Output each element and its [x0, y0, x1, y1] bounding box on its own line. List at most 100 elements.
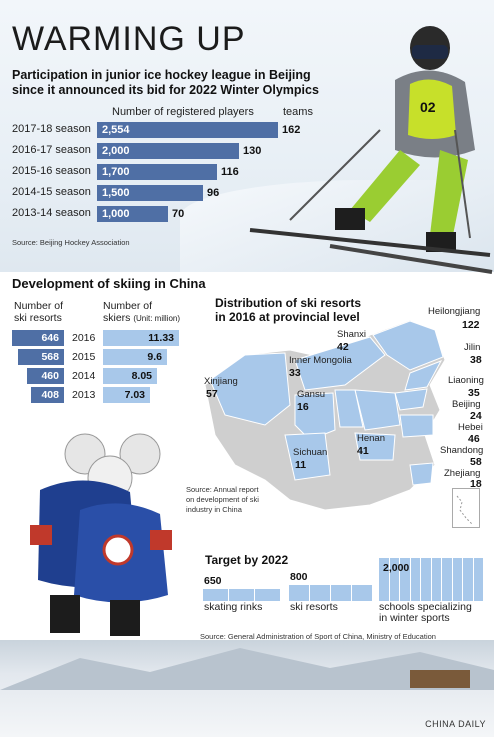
season-label: 2014-15 season [12, 186, 91, 198]
region-henan [354, 432, 396, 461]
target-grid-cell [452, 558, 463, 601]
resorts-bar: 460 [27, 368, 64, 384]
region-jilin [404, 360, 443, 391]
teams-value: 162 [282, 124, 301, 136]
target-grid-cell [203, 589, 229, 601]
season-label: 2013-14 season [12, 207, 91, 219]
province-value-liaoning: 35 [468, 387, 480, 399]
resorts-bar: 646 [12, 330, 64, 346]
target-grid-cell [473, 558, 484, 601]
map-title-line2: in 2016 at provincial level [215, 310, 360, 324]
province-value-beijing: 24 [470, 410, 482, 422]
target-grid-cell [352, 585, 373, 601]
province-name-henan: Henan [357, 433, 385, 444]
jersey-logo [102, 534, 134, 566]
teams-value: 116 [221, 166, 239, 178]
skiers-bar: 8.05 [103, 368, 157, 384]
pants-2 [110, 600, 140, 636]
region-shandong [399, 414, 434, 438]
mountain-silhouette [0, 648, 494, 690]
target-resorts-label: ski resorts [290, 601, 338, 613]
skiers-bar: 7.03 [103, 387, 150, 403]
year-label: 2016 [72, 332, 96, 344]
skiing-source-line1: Source: Annual report [186, 485, 259, 494]
province-name-xinjiang: Xinjiang [204, 376, 238, 387]
skiing-section-title: Development of skiing in China [12, 276, 206, 291]
glove-2 [150, 530, 172, 550]
kid-helmet-2 [119, 433, 161, 475]
skiers-bar: 11.33 [103, 330, 179, 346]
players-bar [97, 185, 203, 201]
right-leg [430, 150, 468, 240]
skier-illustration: 02 [249, 26, 493, 274]
target-grid-cell [410, 558, 421, 601]
hockey-chart-title: Participation in junior ice hockey leagu… [12, 68, 319, 97]
region-liaoning [394, 388, 428, 411]
target-resorts-value: 800 [290, 571, 308, 583]
target-grid-cell [289, 585, 310, 601]
players-value: 1,500 [102, 187, 130, 199]
province-value-hebei: 46 [468, 433, 480, 445]
pole-right [454, 129, 471, 239]
players-bar [97, 164, 217, 180]
target-schools-value: 2,000 [383, 562, 410, 574]
target-rinks-label: skating rinks [204, 601, 263, 613]
hockey-source: Source: Beijing Hockey Association [12, 238, 130, 247]
target-grid-cell [310, 585, 331, 601]
season-label: 2016-17 season [12, 144, 91, 156]
province-name-sichuan: Sichuan [293, 447, 328, 458]
pole-left [289, 129, 381, 221]
season-label: 2017-18 season [12, 123, 91, 135]
target-grid-cell [229, 589, 255, 601]
province-value-zhejiang: 18 [470, 478, 482, 490]
bib-number: 02 [420, 99, 436, 115]
players-column-header: Number of registered players [112, 106, 254, 118]
skiers-header-line2: skiers (Unit: million) [103, 312, 180, 325]
year-label: 2013 [72, 389, 96, 401]
province-name-zhejiang: Zhejiang [444, 468, 481, 479]
lodge-building [410, 670, 470, 688]
players-bar [97, 206, 168, 222]
skiing-source-line3: industry in China [186, 505, 242, 514]
target-rinks-grid [203, 589, 281, 601]
province-name-gansu: Gansu [297, 389, 325, 400]
credit-label: CHINA DAILY [425, 719, 486, 729]
region-shanxi [334, 389, 364, 428]
players-value: 2,000 [102, 145, 130, 157]
left-leg [350, 150, 420, 222]
goggles [412, 45, 448, 59]
skiers-unit: (Unit: million) [133, 314, 181, 323]
players-bar [97, 122, 278, 138]
target-rinks-value: 650 [204, 575, 222, 587]
players-value: 1,000 [102, 208, 130, 220]
right-boot [426, 232, 456, 252]
resorts-header-line1: Number of [14, 300, 64, 312]
skiing-source: Source: Annual report on development of … [186, 485, 259, 515]
resorts-header-line2: ski resorts [14, 312, 62, 324]
left-boot [335, 208, 365, 230]
skiers-header-word: skiers [103, 312, 131, 324]
target-title: Target by 2022 [205, 553, 289, 567]
map-title: Distribution of ski resorts in 2016 at p… [215, 296, 385, 324]
target-schools-label: schools specializing in winter sports [379, 602, 472, 624]
target-schools-label-line1: schools specializing [379, 601, 472, 613]
region-sichuan [284, 432, 331, 481]
province-value-inner-mongolia: 33 [289, 367, 301, 379]
region-xinjiang [209, 352, 291, 426]
target-grid-cell [255, 589, 281, 601]
teams-value: 130 [243, 145, 262, 157]
target-grid-cell [400, 558, 411, 601]
china-map [204, 319, 446, 511]
province-name-liaoning: Liaoning [448, 375, 484, 386]
target-grid-cell [421, 558, 432, 601]
resorts-bar: 408 [31, 387, 64, 403]
target-grid-cell [442, 558, 453, 601]
resorts-bar: 568 [18, 349, 64, 365]
province-value-jilin: 38 [470, 354, 482, 366]
teams-value: 70 [172, 208, 185, 220]
target-grid-cell [331, 585, 352, 601]
ski-1 [249, 228, 491, 257]
province-name-jilin: Jilin [464, 342, 481, 353]
province-value-xinjiang: 57 [206, 388, 218, 400]
map-title-line1: Distribution of ski resorts [215, 296, 362, 310]
